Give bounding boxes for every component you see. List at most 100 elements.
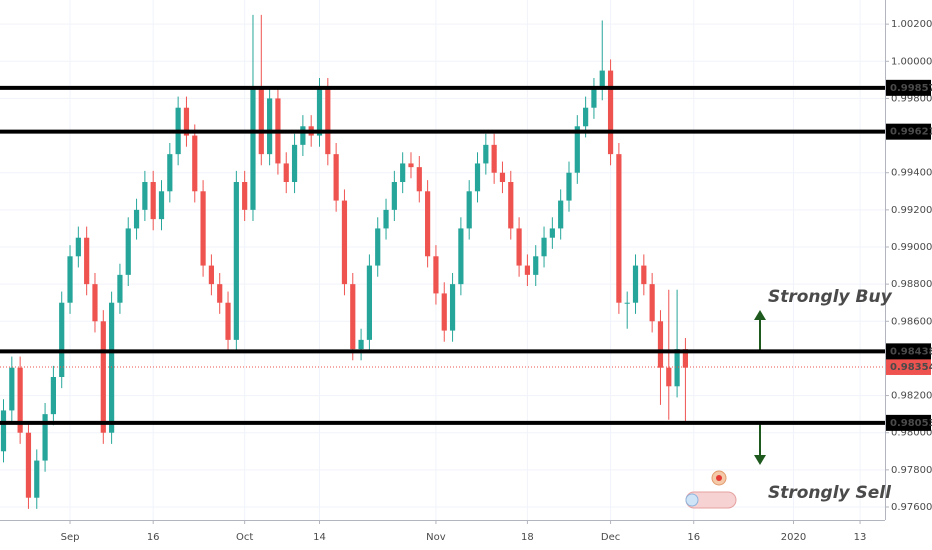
candle-body: [109, 302, 115, 433]
x-tick-label: 16: [687, 532, 700, 543]
candle-body: [283, 163, 289, 182]
y-tick-label: 0.99400: [891, 168, 932, 179]
candle-body: [333, 154, 339, 201]
candle-body: [200, 191, 206, 266]
y-tick-label: 0.99200: [891, 205, 932, 216]
candle-body: [325, 89, 331, 155]
candle-body: [92, 284, 98, 322]
level-box: [886, 123, 931, 140]
y-tick-label: 1.00000: [891, 56, 932, 67]
level-label: 0.98053: [890, 418, 932, 429]
candle-body: [67, 256, 73, 303]
candle-body: [400, 163, 406, 182]
candle-body: [300, 126, 306, 145]
candle-body: [242, 182, 248, 210]
candle-body: [616, 154, 622, 303]
candle-body: [391, 182, 397, 210]
y-tick-label: 0.99000: [891, 242, 932, 253]
candle-body: [599, 70, 605, 90]
candle-body: [491, 144, 497, 173]
candle-body: [591, 89, 597, 108]
candle-body: [566, 172, 572, 201]
candle-body: [682, 349, 689, 368]
x-tick-label: 13: [854, 532, 867, 543]
candle-body: [167, 154, 173, 192]
candle-body: [558, 200, 564, 229]
level-label: 0.99621: [890, 127, 932, 138]
y-tick-label: 1.00200: [891, 19, 932, 30]
candle-body: [449, 284, 456, 331]
candle-body: [158, 191, 165, 220]
annotation-sell: Strongly Sell: [768, 483, 892, 503]
candle-body: [291, 144, 298, 182]
candle-body: [100, 321, 106, 433]
candle-body: [516, 228, 522, 266]
last-price-box: [886, 358, 931, 375]
candle-body: [416, 167, 422, 192]
candle-body: [233, 182, 239, 340]
candle-body: [341, 200, 348, 285]
candle-body: [9, 367, 15, 411]
y-tick-label: 0.98600: [891, 316, 932, 327]
last-price-label: 0.98354: [890, 362, 932, 373]
candle-body: [258, 89, 264, 155]
candle-body: [657, 321, 664, 368]
candle-body: [350, 284, 356, 350]
candle-body: [466, 191, 472, 229]
candle-body: [208, 265, 214, 285]
candle-body: [666, 367, 672, 387]
candle-body: [50, 377, 56, 415]
y-tick-label: 0.98200: [891, 391, 932, 402]
y-tick-label: 0.97800: [891, 465, 932, 476]
candle-body: [0, 410, 7, 452]
candle-body: [183, 107, 190, 136]
x-tick-label: 18: [521, 532, 534, 543]
candle-body: [42, 414, 48, 461]
candle-body: [117, 274, 123, 303]
candle-body: [133, 209, 140, 229]
x-tick-label: 16: [147, 532, 160, 543]
x-tick-label: 14: [313, 532, 326, 543]
y-tick-label: 0.98000: [891, 428, 932, 439]
candle-body: [142, 182, 148, 210]
candle-body: [474, 163, 481, 192]
candle-body: [641, 265, 647, 285]
y-tick-label: 0.98800: [891, 279, 932, 290]
event-icons: [685, 470, 737, 509]
candle-body: [383, 209, 389, 229]
candle-body: [25, 432, 32, 498]
candle-body: [84, 237, 90, 285]
candle-body: [217, 284, 223, 303]
candle-body: [59, 302, 65, 377]
candle-body: [483, 144, 489, 164]
candle-body: [192, 135, 198, 192]
candle-body: [499, 172, 506, 182]
candle-body: [17, 367, 23, 433]
candle-body: [225, 302, 231, 340]
level-box: [886, 414, 931, 431]
candle-body: [524, 265, 531, 275]
candle-body: [75, 237, 81, 257]
candle-body: [624, 302, 630, 304]
candle-body: [441, 293, 447, 331]
x-tick-label: Dec: [601, 532, 620, 543]
candle-body: [632, 265, 639, 303]
candle-body: [458, 228, 464, 285]
level-label: 0.98438: [890, 346, 932, 357]
candle-body: [574, 126, 580, 173]
candle-body: [425, 191, 431, 257]
y-tick-label: 0.97600: [891, 502, 932, 513]
candle-body: [649, 284, 655, 322]
x-tick-label: Nov: [426, 532, 446, 543]
candle-body: [533, 256, 539, 275]
x-tick-label: Sep: [61, 532, 80, 543]
candle-body: [250, 89, 256, 210]
level-label: 0.99857: [890, 83, 932, 94]
level-box: [886, 79, 931, 96]
candle-body: [549, 228, 555, 238]
candle-body: [541, 237, 547, 257]
candle-body: [375, 228, 381, 266]
candle-body: [408, 163, 414, 168]
